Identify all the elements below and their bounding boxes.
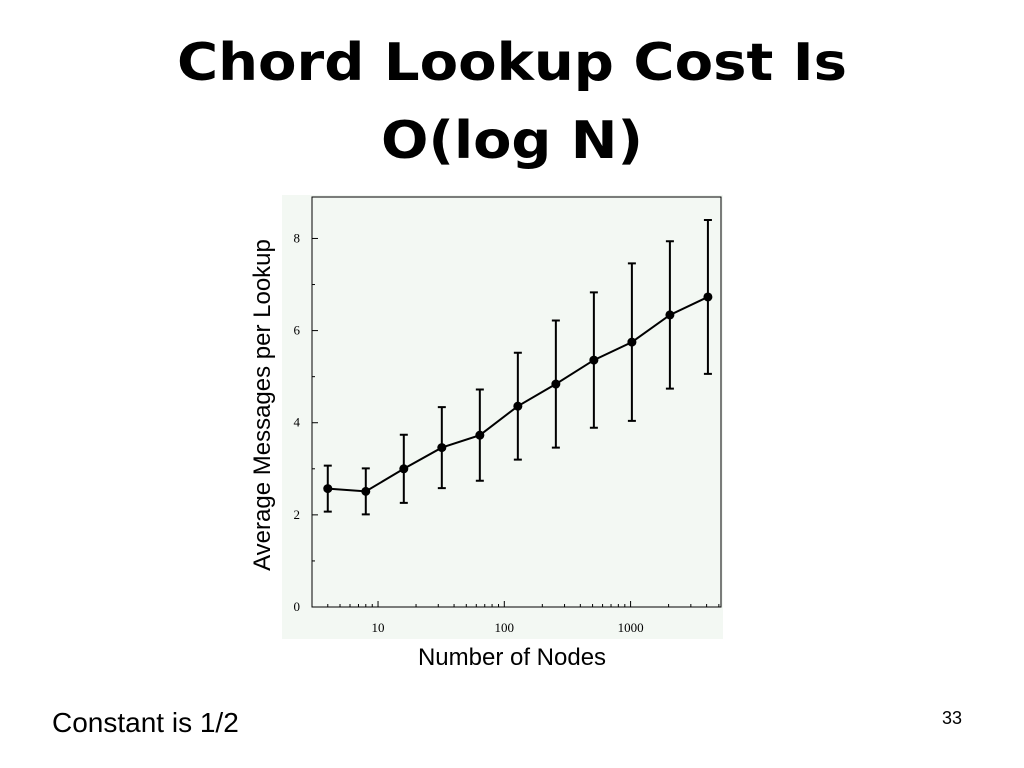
data-point <box>361 486 371 496</box>
data-point <box>323 484 333 494</box>
slide-note: Constant is 1/2 <box>52 707 239 738</box>
y-tick-label: 6 <box>294 323 301 338</box>
x-tick-label: 100 <box>495 620 515 635</box>
data-point <box>399 464 409 474</box>
x-tick-label: 1000 <box>618 620 644 635</box>
x-tick-label: 10 <box>372 620 385 635</box>
data-point <box>665 310 675 320</box>
slide-title: O(log N) <box>381 111 643 171</box>
data-point <box>627 337 637 347</box>
x-axis-label: Number of Nodes <box>418 644 606 671</box>
y-tick-label: 2 <box>294 507 301 522</box>
y-tick-label: 8 <box>294 230 301 245</box>
data-point <box>437 443 447 453</box>
data-point <box>513 401 523 411</box>
data-point <box>703 292 713 302</box>
page-number: 33 <box>942 708 962 728</box>
y-tick-label: 4 <box>294 415 301 430</box>
slide-title: Chord Lookup Cost Is <box>177 33 847 93</box>
data-point <box>475 430 485 440</box>
y-axis-label: Average Messages per Lookup <box>249 239 276 571</box>
y-tick-label: 0 <box>294 599 301 614</box>
plot-frame <box>311 196 722 608</box>
data-point <box>551 379 561 389</box>
data-point <box>589 355 599 365</box>
